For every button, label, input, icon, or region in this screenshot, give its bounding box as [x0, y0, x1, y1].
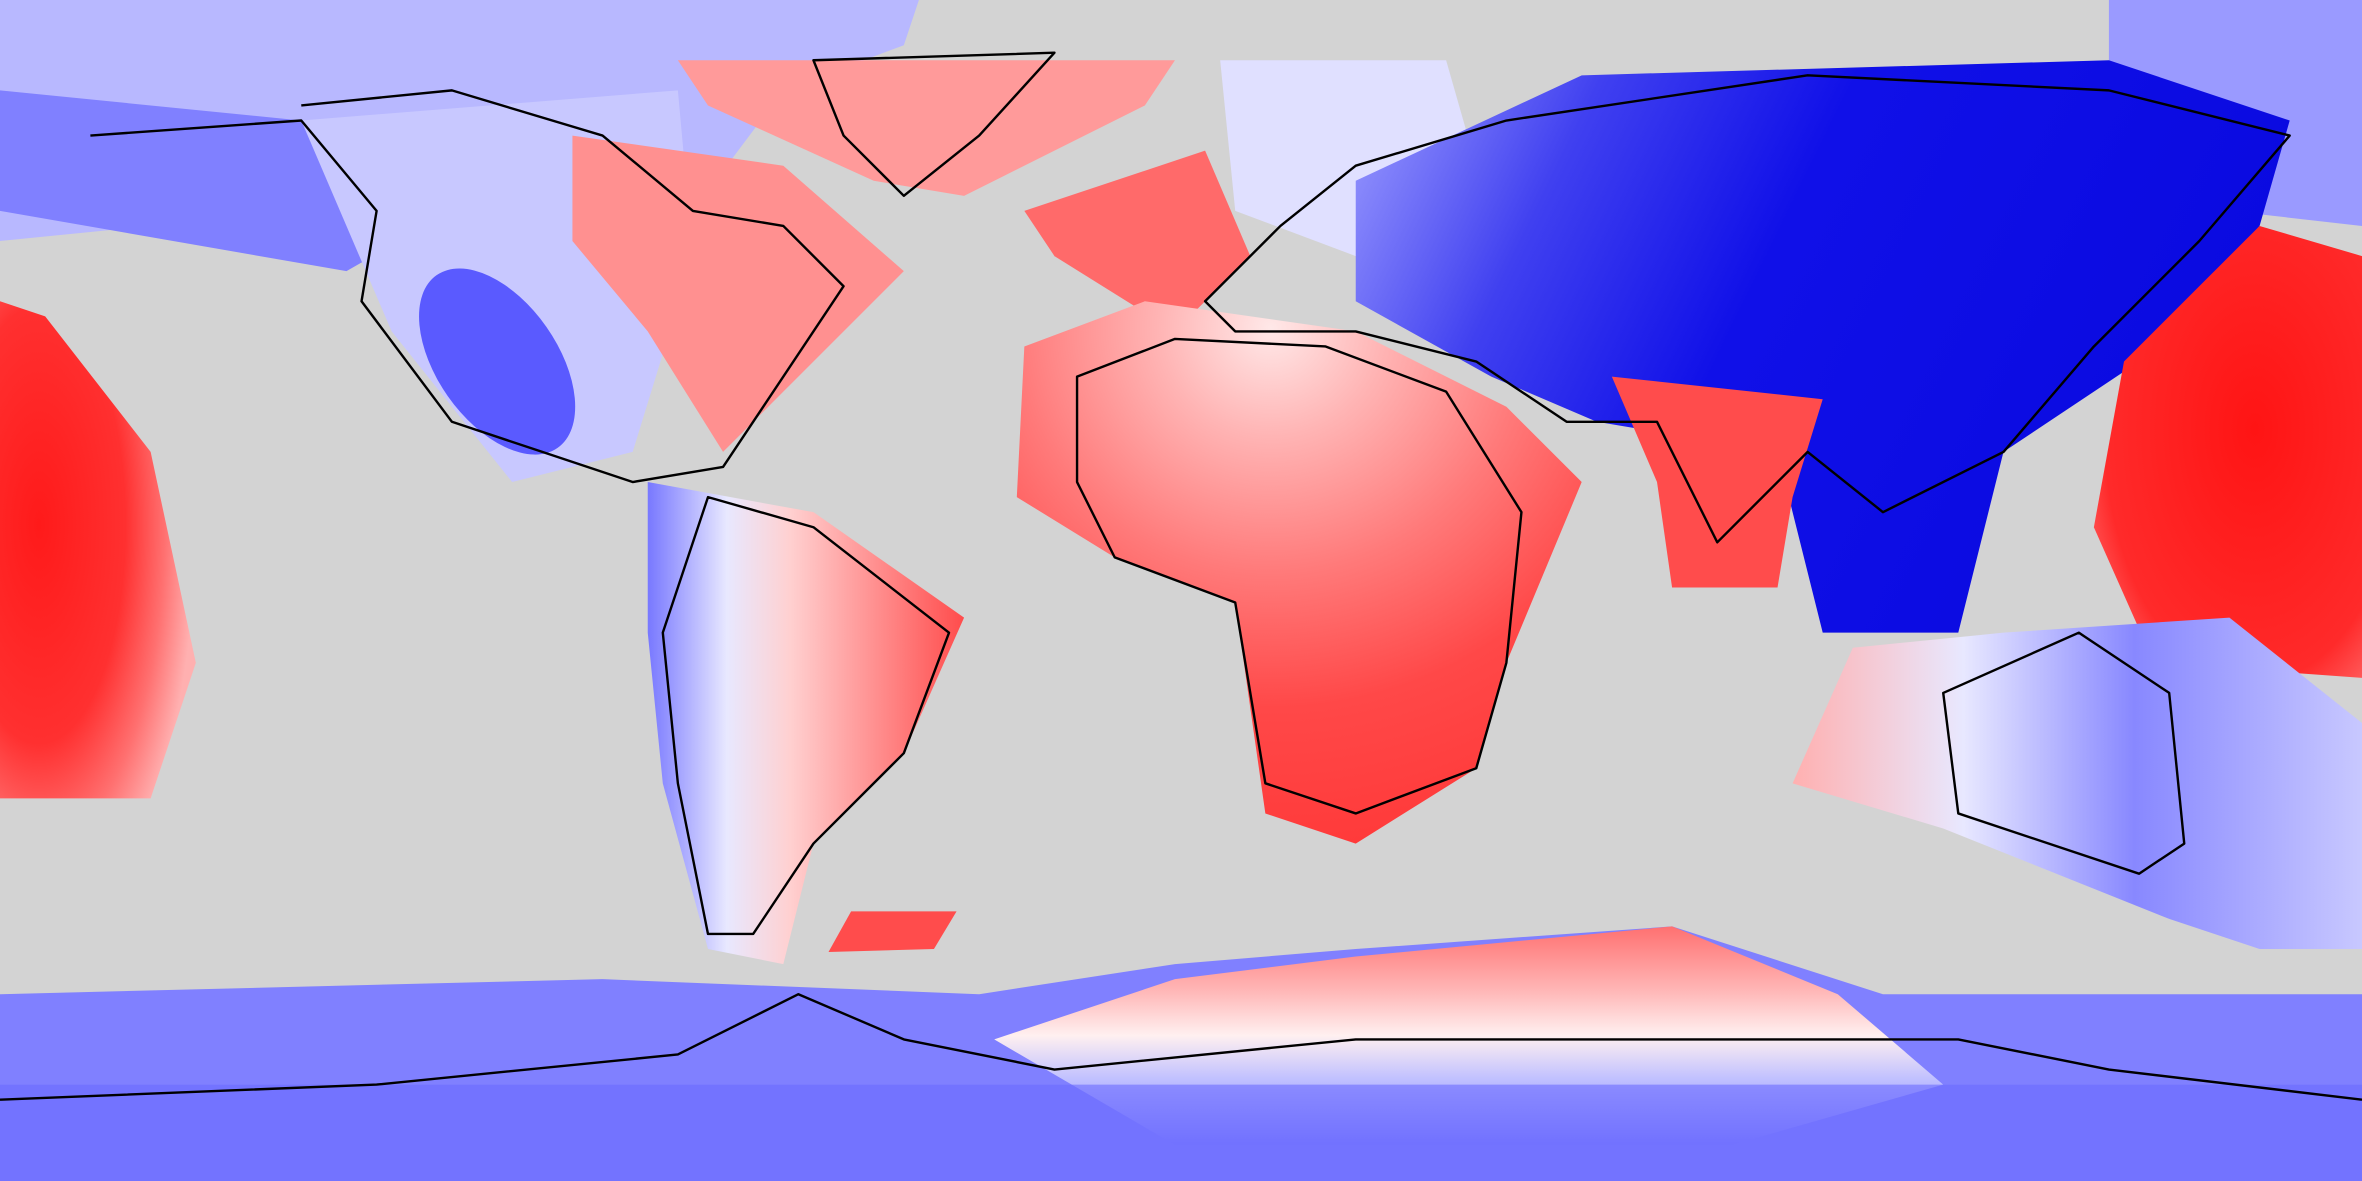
coastlines [0, 51, 2362, 1101]
coast-south-america [661, 495, 951, 936]
india-anomaly [1611, 376, 1823, 588]
antarctic-south [0, 1084, 2362, 1181]
canada-anomaly [572, 135, 904, 452]
greenland-anomaly [677, 60, 1175, 196]
pacific-west-anomaly [0, 301, 196, 799]
north-atlantic-anomaly [1024, 150, 1251, 332]
pacific-east-anomaly [2093, 225, 2362, 678]
asia-anomaly [1355, 60, 2290, 633]
alaska-anomaly [0, 90, 452, 272]
us-cold-spot [419, 268, 576, 455]
coast-australia [1942, 631, 2186, 875]
south-america-anomaly [647, 482, 965, 965]
coast-antarctica [0, 993, 2362, 1101]
coast-eurasia [1203, 74, 2291, 544]
falklands-anomaly [828, 911, 957, 953]
africa-anomaly [1016, 301, 1582, 844]
coast-greenland [812, 51, 1056, 198]
coast-north-america [90, 89, 845, 484]
coast-africa [1075, 337, 1523, 815]
australia-anomaly [1792, 617, 2362, 950]
